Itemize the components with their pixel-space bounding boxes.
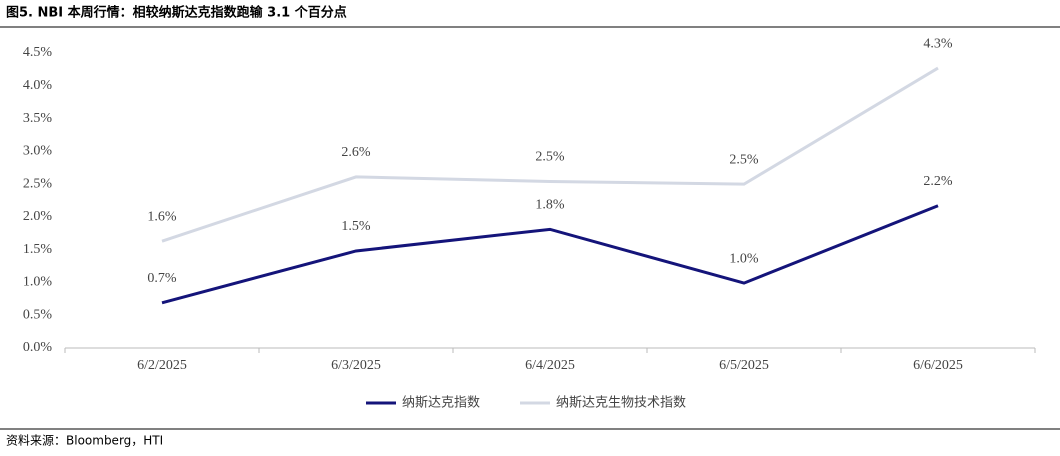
x-tick-label: 6/3/2025 [331,358,381,373]
y-tick-label: 1.5% [23,242,53,257]
data-label: 2.5% [729,152,759,167]
y-tick-label: 0.0% [23,340,53,355]
x-tick-label: 6/6/2025 [913,358,963,373]
data-label: 4.3% [923,36,953,51]
y-tick-label: 3.5% [23,111,53,126]
data-label: 2.5% [535,150,565,165]
series-line [161,66,939,243]
y-tick-label: 0.5% [23,307,53,322]
data-label: 1.6% [147,209,177,224]
data-label: 1.0% [729,251,759,266]
data-label: 1.8% [535,198,565,213]
data-label: 2.6% [341,145,371,160]
y-tick-label: 2.0% [23,209,53,224]
y-tick-label: 3.0% [23,144,53,159]
y-tick-label: 4.5% [23,45,53,60]
x-tick-label: 6/5/2025 [719,358,769,373]
legend-label: 纳斯达克指数 [402,396,480,411]
data-label: 1.5% [341,219,371,234]
y-tick-label: 2.5% [23,176,53,191]
y-tick-label: 4.0% [23,78,53,93]
series-line [161,204,939,305]
x-tick-label: 6/4/2025 [525,358,575,373]
legend-label: 纳斯达克生物技术指数 [556,396,686,411]
source: 资料来源：Bloomberg，HTI [6,434,163,448]
data-label: 0.7% [147,271,177,286]
data-label: 2.2% [923,174,953,189]
chart-title: 图5. NBI 本周行情：相较纳斯达克指数跑输 3.1 个百分点 [6,5,347,21]
y-tick-label: 1.0% [23,275,53,290]
x-tick-label: 6/2/2025 [137,358,187,373]
